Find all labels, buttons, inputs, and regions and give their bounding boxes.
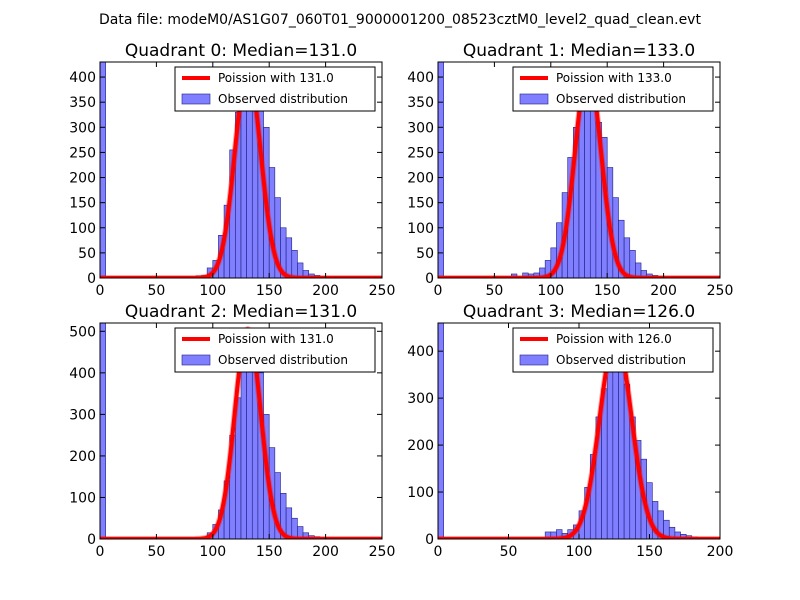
chart-panel-3: 0 50 100 150 200 0 100 200 300 400 Quadrant 3: Med… [407, 302, 733, 560]
y-tick-label: 100 [407, 485, 434, 501]
poisson-curve-glow [438, 66, 720, 278]
legend: Poission with 133.0 Observed distribution [512, 66, 714, 112]
x-tick-label: 100 [199, 283, 226, 299]
axes-frame [99, 61, 383, 279]
y-tick-label: 300 [407, 391, 434, 407]
x-tick-label: 200 [312, 544, 339, 560]
x-tick-label: 150 [594, 283, 621, 299]
y-tick-label: 200 [69, 449, 96, 465]
y-tick-label: 400 [69, 366, 96, 382]
legend-bar-swatch [181, 93, 211, 105]
x-tick-label: 100 [199, 544, 226, 560]
legend-label-observed: Observed distribution [556, 92, 686, 106]
legend: Poission with 131.0 Observed distribution [174, 327, 376, 373]
chart-title: Quadrant 1: Median=133.0 [463, 41, 695, 61]
y-tick-label: 300 [69, 407, 96, 423]
plot-content [438, 62, 720, 278]
histogram-bar [618, 355, 625, 539]
y-tick-label: 50 [416, 246, 434, 262]
x-tick-label: 200 [650, 283, 677, 299]
y-tick-label: 350 [69, 95, 96, 111]
legend-bar-swatch [519, 354, 549, 366]
chart-panel-1: 0 50 100 150 200 250 0 50 100 150 200 250 300 350 400 Q… [407, 41, 733, 299]
legend-box [174, 327, 376, 373]
y-tick-label: 350 [407, 95, 434, 111]
histogram-bar [240, 364, 247, 539]
legend-label-observed: Observed distribution [218, 92, 348, 106]
panels: 0 50 100 150 200 250 0 50 100 150 200 250 300 350 400 Q… [69, 41, 733, 560]
histogram-bar [100, 62, 106, 278]
histogram-bar [606, 360, 614, 539]
x-tick-label: 250 [369, 283, 396, 299]
y-tick-label: 200 [69, 171, 96, 187]
poisson-curve [438, 67, 720, 278]
legend-bar-swatch [181, 354, 211, 366]
x-tick-label: 0 [96, 283, 105, 299]
y-tick-label: 400 [407, 344, 434, 360]
legend-label-poisson: Poission with 133.0 [556, 71, 672, 85]
chart-panel-2: 0 50 100 150 200 250 0 100 200 300 400 500 Quadrant … [69, 302, 395, 560]
x-tick-label: 100 [537, 283, 564, 299]
legend: Poission with 131.0 Observed distribution [174, 66, 376, 112]
y-tick-label: 500 [69, 324, 96, 340]
y-tick-label: 300 [69, 120, 96, 136]
x-tick-label: 200 [312, 283, 339, 299]
y-tick-label: 0 [87, 532, 96, 548]
legend-label-poisson: Poission with 131.0 [218, 71, 334, 85]
y-tick-label: 150 [69, 196, 96, 212]
x-tick-label: 0 [96, 544, 105, 560]
x-tick-label: 150 [256, 544, 283, 560]
y-tick-label: 100 [69, 490, 96, 506]
x-tick-label: 50 [147, 283, 165, 299]
y-tick-label: 150 [407, 196, 434, 212]
y-tick-label: 400 [407, 70, 434, 86]
chart-title: Quadrant 2: Median=131.0 [125, 302, 357, 322]
x-tick-label: 250 [369, 544, 396, 560]
legend-label-observed: Observed distribution [218, 353, 348, 367]
y-tick-label: 50 [78, 246, 96, 262]
y-tick-label: 200 [407, 438, 434, 454]
x-tick-label: 200 [707, 544, 734, 560]
x-tick-label: 100 [566, 544, 593, 560]
figure-suptitle: Data file: modeM0/AS1G07_060T01_90000012… [99, 12, 701, 28]
chart-panel-0: 0 50 100 150 200 250 0 50 100 150 200 250 300 350 400 Q… [69, 41, 395, 299]
y-tick-label: 300 [407, 120, 434, 136]
axes-frame [437, 61, 721, 279]
y-tick-label: 200 [407, 171, 434, 187]
axes-frame [99, 322, 383, 540]
legend-label-observed: Observed distribution [556, 353, 686, 367]
histogram-bar [291, 250, 298, 278]
histogram-bar [629, 250, 636, 278]
histogram-bar [100, 323, 106, 539]
y-tick-label: 400 [69, 70, 96, 86]
histogram-bar [240, 91, 247, 278]
x-tick-label: 0 [434, 544, 443, 560]
x-tick-label: 250 [707, 283, 734, 299]
x-tick-label: 150 [256, 283, 283, 299]
y-tick-label: 100 [69, 221, 96, 237]
chart-title: Quadrant 3: Median=126.0 [463, 302, 695, 322]
legend-label-poisson: Poission with 131.0 [218, 332, 334, 346]
y-tick-label: 0 [87, 271, 96, 287]
x-tick-label: 50 [485, 283, 503, 299]
legend-bar-swatch [519, 93, 549, 105]
legend: Poission with 126.0 Observed distribution [512, 327, 714, 373]
x-tick-label: 0 [434, 283, 443, 299]
histogram-bar [285, 237, 293, 278]
x-tick-label: 50 [500, 544, 518, 560]
y-tick-label: 100 [407, 221, 434, 237]
y-tick-label: 250 [69, 145, 96, 161]
chart-title: Quadrant 0: Median=131.0 [125, 41, 357, 61]
y-tick-label: 0 [425, 271, 434, 287]
legend-label-poisson: Poission with 126.0 [556, 332, 672, 346]
x-tick-label: 50 [147, 544, 165, 560]
y-tick-label: 0 [425, 532, 434, 548]
y-tick-label: 250 [407, 145, 434, 161]
histogram-bar [438, 323, 444, 539]
histogram-bar [438, 62, 444, 278]
x-tick-label: 150 [636, 544, 663, 560]
